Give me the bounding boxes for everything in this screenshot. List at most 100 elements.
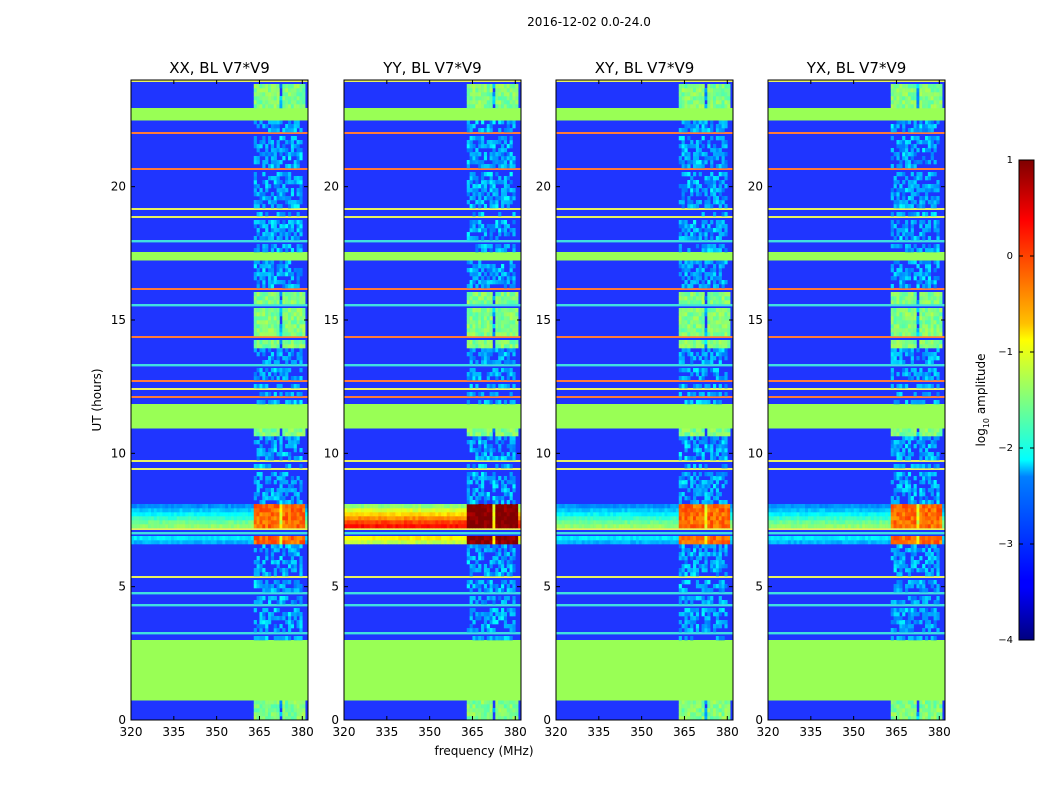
heat-cell (695, 556, 700, 561)
heat-cell (270, 220, 275, 225)
heat-cell (466, 392, 470, 397)
heat-cell (458, 540, 462, 545)
heat-cell (466, 432, 470, 437)
heat-cell (256, 280, 260, 285)
heat-cell (495, 568, 499, 573)
heat-cell (256, 260, 260, 265)
heat-cell (721, 308, 725, 313)
heat-cell (509, 348, 513, 353)
heat-cell (381, 516, 385, 521)
heat-cell (509, 316, 513, 321)
heat-cell (248, 516, 252, 521)
heat-cell (299, 544, 303, 549)
heat-cell (495, 84, 499, 89)
heat-cell (279, 152, 283, 157)
heat-cell (441, 508, 445, 513)
heat-cell (698, 344, 702, 349)
heat-cell (506, 276, 510, 281)
heat-cell (509, 88, 513, 93)
heat-cell (418, 516, 422, 521)
heat-cell (489, 504, 493, 509)
heat-cell (288, 432, 292, 437)
heat-cell (701, 344, 705, 349)
heat-cell (279, 100, 283, 105)
heat-cell (693, 328, 697, 333)
heat-cell (618, 512, 622, 517)
heat-cell (701, 292, 705, 297)
heat-cell (483, 204, 488, 209)
heat-cell (472, 372, 476, 377)
heat-cell (256, 328, 260, 333)
heat-cell (503, 548, 508, 553)
heat-cell (655, 536, 660, 541)
heat-cell (481, 516, 485, 521)
heat-cell (268, 508, 272, 513)
heat-cell (483, 444, 488, 449)
heat-cell (604, 524, 608, 529)
heat-cell (501, 268, 505, 273)
heat-cell (248, 520, 252, 525)
heat-cell (466, 560, 470, 565)
heat-cell (515, 428, 519, 433)
heat-cell (727, 516, 731, 521)
heat-cell (290, 104, 295, 109)
heat-cell (193, 516, 197, 521)
flagged-row (344, 640, 521, 645)
heat-cell (704, 484, 708, 489)
heat-cell (478, 324, 482, 329)
heat-cell (670, 516, 674, 521)
heat-cell (472, 172, 476, 177)
heat-cell (512, 220, 516, 225)
heat-cell (466, 340, 470, 345)
heat-cell (641, 508, 645, 513)
heat-cell (503, 140, 508, 145)
heat-cell (713, 328, 717, 333)
heat-cell (486, 540, 490, 545)
heat-cell (242, 512, 246, 517)
heat-cell (193, 508, 197, 513)
heat-cell (268, 320, 272, 325)
heat-cell (647, 512, 651, 517)
heat-cell (288, 320, 292, 325)
heat-cell (681, 516, 685, 521)
heat-cell (627, 516, 631, 521)
heat-cell (265, 512, 269, 517)
heat-cell (276, 492, 280, 497)
heat-cell (265, 700, 269, 705)
rfi-line (344, 132, 521, 134)
heat-cell (282, 96, 286, 101)
heat-cell (698, 376, 702, 381)
heat-cell (718, 360, 722, 365)
heat-cell (253, 248, 257, 253)
heat-cell (704, 444, 708, 449)
heat-cell (213, 520, 217, 525)
heat-cell (253, 520, 257, 525)
heat-cell (139, 524, 143, 529)
heat-cell (156, 512, 160, 517)
heat-cell (481, 160, 485, 165)
flagged-row (556, 416, 733, 421)
heat-cell (276, 560, 280, 565)
heat-cell (667, 524, 671, 529)
heat-cell (721, 320, 725, 325)
heat-cell (638, 540, 642, 545)
heat-cell (290, 312, 295, 317)
heat-cell (276, 356, 280, 361)
heat-cell (276, 428, 280, 433)
heat-cell (288, 716, 292, 721)
heat-cell (501, 104, 505, 109)
heat-cell (282, 84, 286, 89)
heat-cell (684, 580, 688, 585)
heat-cell (288, 152, 292, 157)
heat-cell (296, 624, 300, 629)
heat-cell (512, 608, 516, 613)
heat-cell (478, 96, 482, 101)
heat-cell (276, 600, 280, 605)
heat-cell (506, 504, 510, 509)
heat-cell (486, 432, 490, 437)
heat-cell (438, 504, 442, 509)
heat-cell (299, 616, 303, 621)
heat-cell (715, 344, 720, 349)
heat-cell (698, 428, 702, 433)
heat-cell (156, 536, 160, 541)
